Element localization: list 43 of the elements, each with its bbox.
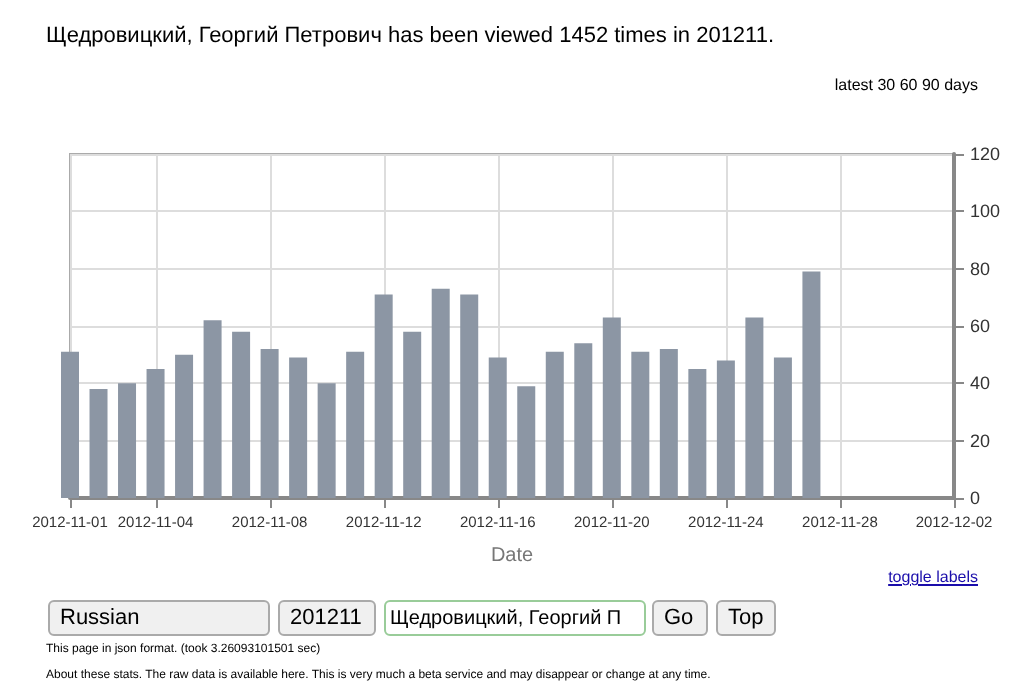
y-tick-label: 60 [970,316,991,336]
bar [403,331,422,498]
bar [745,317,764,498]
bar [289,357,308,498]
bar [659,348,678,498]
bar [716,360,735,498]
text: Go [652,600,708,636]
bar [118,383,137,498]
y-tick-label: 20 [970,430,991,451]
text: Russian [48,600,270,636]
text: latest 30 60 90 days [834,76,978,94]
text: 201211 [278,600,376,636]
text: toggle labels [888,568,978,586]
bar [545,351,564,498]
bar [602,317,621,498]
bar [61,351,79,498]
bar [146,369,165,498]
bar [802,271,821,498]
y-tick-label: 40 [970,373,991,394]
bar [203,320,222,498]
bar [175,354,194,498]
bar [460,294,479,498]
bar [260,348,279,498]
bar [488,357,507,498]
bar [688,369,707,498]
bar [317,383,336,498]
text: Top [716,600,776,636]
bar [346,351,365,498]
bar [517,386,536,498]
y-tick-label: 100 [970,201,1001,222]
bar [773,357,792,498]
y-tick-label: 0 [970,488,981,508]
y-tick-label: 80 [970,258,991,279]
bar [374,294,393,498]
chart-title: Щедровицкий, Георгий Петрович has been viewed 1452 times in 201211. [46,24,775,48]
bar [631,351,650,498]
text: Щедровицкий, Георгий П [384,600,646,636]
bar [89,389,108,498]
x-axis-title: Date [490,545,534,567]
y-tick-label: 120 [970,144,1001,164]
bar [232,331,251,498]
bar [431,288,450,498]
bar [574,343,593,498]
